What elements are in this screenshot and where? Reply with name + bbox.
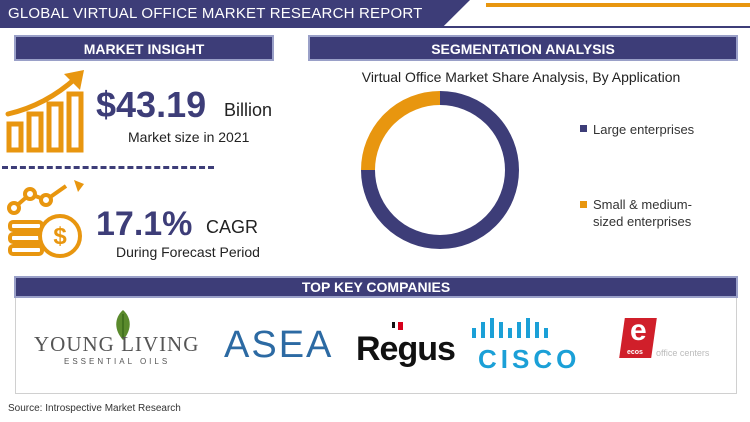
share-donut-chart	[361, 91, 519, 249]
logo-ecos-name: office centers	[656, 348, 710, 358]
market-size-value: $43.19	[96, 84, 207, 125]
companies-panel	[15, 276, 737, 394]
legend-label-sme-line2: sized enterprises	[593, 214, 692, 229]
market-size-unit: Billion	[224, 100, 273, 120]
dollar-coins-icon: $	[7, 180, 84, 258]
legend-label-large: Large enterprises	[593, 122, 695, 137]
segmentation-heading: SEGMENTATION ANALYSIS	[308, 35, 738, 61]
svg-text:$: $	[53, 223, 67, 250]
cagr-unit: CAGR	[206, 217, 259, 237]
report-title-bar	[0, 0, 470, 28]
market-size-caption: Market size in 2021	[128, 129, 250, 145]
cagr-value: 17.1%	[96, 205, 193, 243]
logo-ecos-small: ecos	[627, 349, 643, 356]
young-living-leaf-icon	[116, 310, 130, 340]
header-accent-line	[486, 3, 750, 7]
donut-slice-small-medium-enterprises	[361, 91, 441, 171]
legend-swatch-large	[580, 125, 587, 132]
logo-regus: Regus	[356, 330, 456, 368]
cagr-caption: During Forecast Period	[116, 244, 260, 260]
growth-chart-icon	[5, 70, 84, 153]
logo-young-living-tagline: ESSENTIAL OILS	[64, 357, 171, 366]
regus-mark-icon	[392, 322, 404, 334]
donut-slice-large-enterprises	[361, 91, 519, 249]
companies-heading: TOP KEY COMPANIES	[14, 276, 738, 298]
report-title: GLOBAL VIRTUAL OFFICE MARKET RESEARCH RE…	[8, 5, 423, 22]
legend-label-sme-line1: Small & medium-	[593, 197, 692, 212]
source-note: Source: Introspective Market Research	[8, 403, 181, 414]
cisco-bars-icon	[472, 318, 548, 338]
logo-asea: ASEA	[224, 324, 334, 366]
section-divider	[2, 166, 214, 169]
legend-swatch-sme	[580, 201, 587, 208]
header-rule	[430, 26, 750, 28]
chart-title: Virtual Office Market Share Analysis, By…	[361, 69, 681, 85]
market-insight-heading: MARKET INSIGHT	[14, 35, 274, 61]
logo-ecos-mark: e	[630, 314, 647, 347]
logo-young-living: YOUNG LIVING	[34, 332, 200, 356]
logo-cisco: CISCO	[478, 344, 581, 374]
